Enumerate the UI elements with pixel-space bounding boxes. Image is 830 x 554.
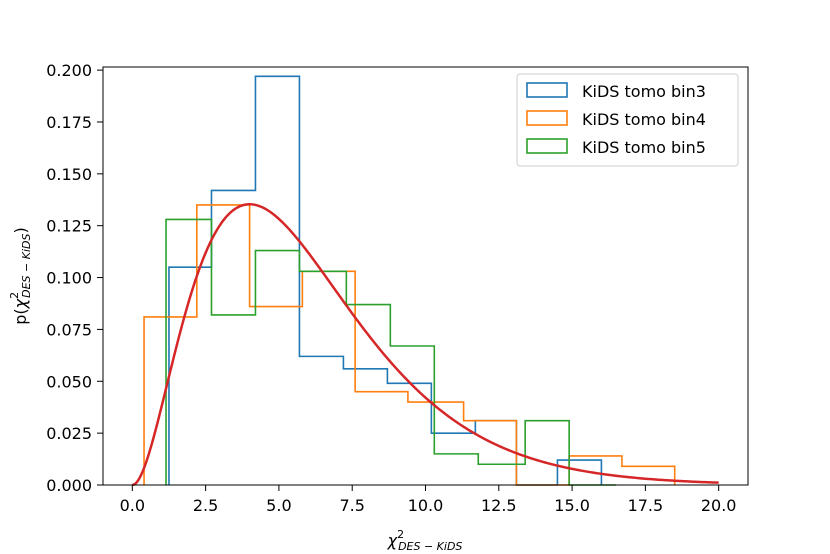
legend-swatch: [526, 110, 568, 126]
legend-label: KiDS tomo bin4: [582, 110, 706, 129]
legend-box: [516, 73, 739, 167]
y-tick-label: 0.100: [46, 269, 92, 288]
x-tick-label: 15.0: [554, 496, 590, 515]
chi2-pdf-curve: [132, 202, 719, 487]
x-tick-label: 2.5: [193, 496, 218, 515]
x-tick-label: 17.5: [628, 496, 664, 515]
legend-items: KiDS tomo bin3 KiDS tomo bin4 KiDS tomo bi…: [526, 82, 706, 157]
y-axis-label: p(χ2DES − KiDS): [8, 227, 33, 324]
histogram-series-2: [143, 204, 676, 486]
x-axis-ticks: 0.0 2.5 5.0 7.5 10.0 12.5 15.0 17.5 20.0: [120, 485, 737, 515]
y-tick-label: 0.175: [46, 113, 92, 132]
y-axis-ticks: 0.000 0.025 0.050 0.075 0.100 0.125 0.150 0.175…: [46, 61, 103, 495]
x-axis-label: χ2 DES − KiDS: [387, 528, 463, 553]
x-tick-label: 5.0: [266, 496, 291, 515]
y-tick-label: 0.000: [46, 476, 92, 495]
legend: KiDS tomo bin3 KiDS tomo bin4 KiDS tomo bi…: [516, 73, 739, 167]
y-tick-label: 0.200: [46, 61, 92, 80]
y-tick-label: 0.050: [46, 372, 92, 391]
legend-label: KiDS tomo bin5: [582, 138, 706, 157]
x-tick-label: 0.0: [120, 496, 145, 515]
y-tick-label: 0.150: [46, 165, 92, 184]
legend-swatch: [526, 138, 568, 154]
legend-swatch: [526, 82, 568, 98]
y-tick-label: 0.125: [46, 217, 92, 236]
x-tick-label: 7.5: [339, 496, 364, 515]
histogram-series-3: [165, 218, 617, 486]
y-tick-label: 0.025: [46, 424, 92, 443]
legend-label: KiDS tomo bin3: [582, 82, 706, 101]
x-tick-label: 10.0: [408, 496, 444, 515]
y-tick-label: 0.075: [46, 320, 92, 339]
x-tick-label: 12.5: [481, 496, 517, 515]
x-tick-label: 20.0: [701, 496, 737, 515]
